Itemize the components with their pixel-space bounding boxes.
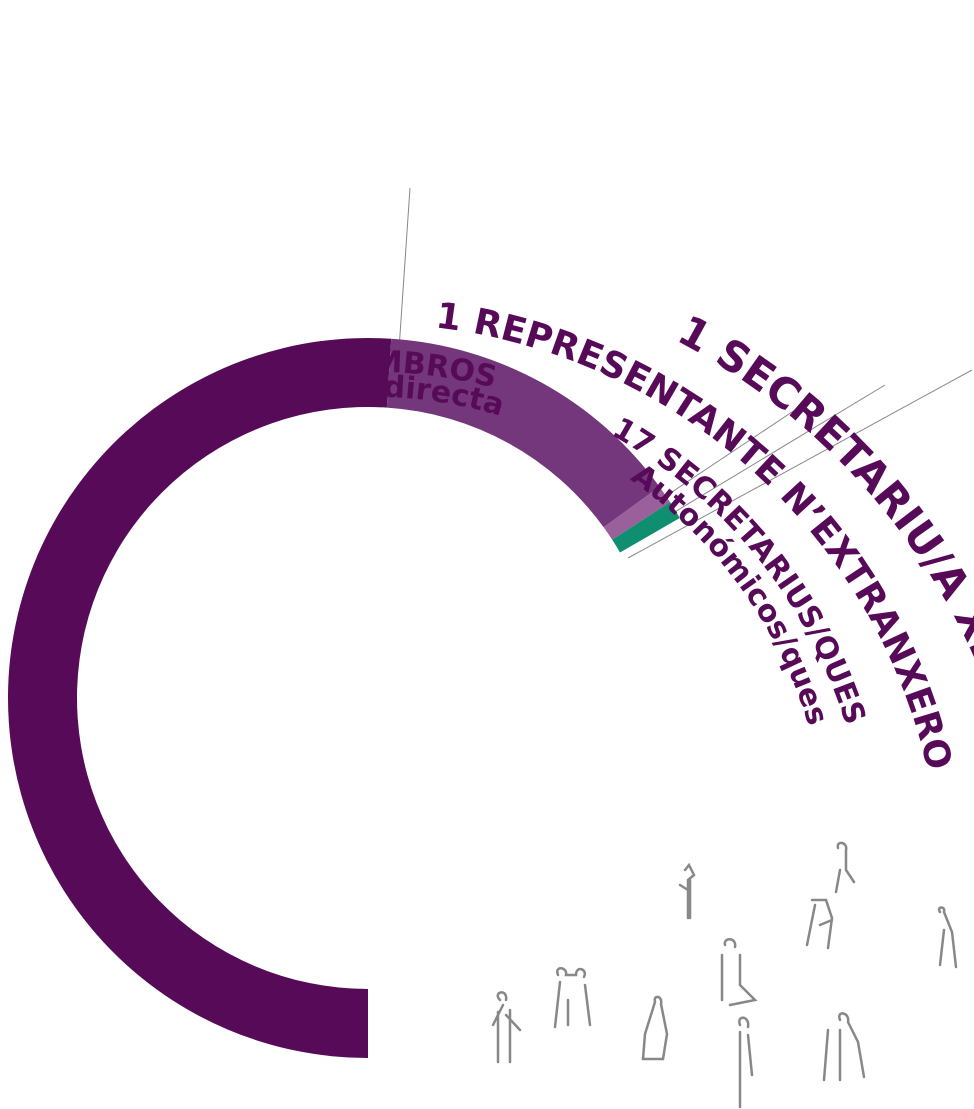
person <box>641 995 669 1061</box>
person <box>553 967 592 1029</box>
donut-segment <box>603 486 671 540</box>
person <box>822 1012 866 1082</box>
leader-line <box>627 369 973 559</box>
donut <box>8 338 680 1059</box>
donut-segment <box>8 338 392 1059</box>
person <box>720 938 758 1007</box>
person <box>805 898 834 950</box>
donut-segment <box>386 338 660 528</box>
person <box>678 862 696 920</box>
person <box>834 841 856 894</box>
people-sketch <box>491 841 958 1109</box>
person <box>738 1016 754 1109</box>
donut-segment <box>612 502 680 553</box>
person <box>491 991 522 1064</box>
person <box>937 906 958 969</box>
